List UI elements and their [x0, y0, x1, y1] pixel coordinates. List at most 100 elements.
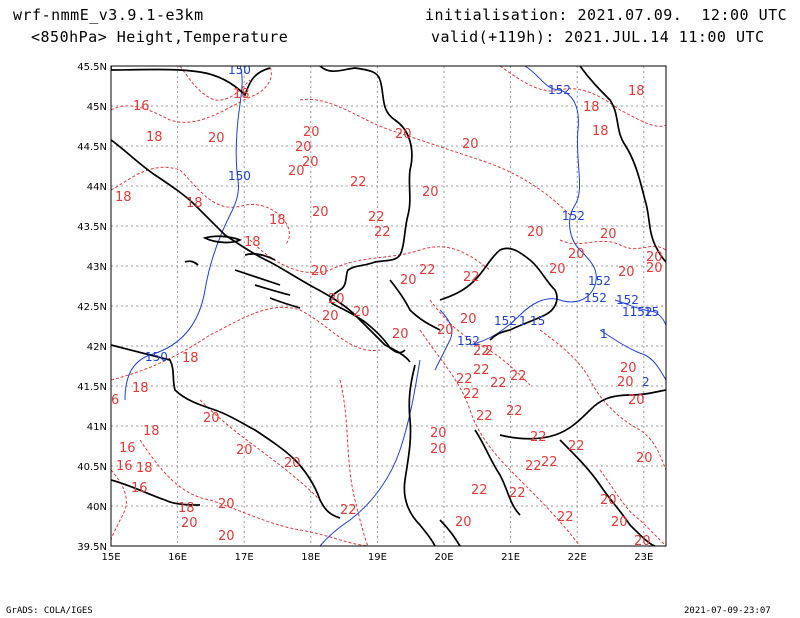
- temp-label: 22: [473, 344, 490, 359]
- height-labels: 150 150 150 152 152 152 152 152 1152 15 …: [145, 63, 659, 389]
- temp-label: 18: [186, 196, 203, 211]
- temp-label: 18: [178, 501, 195, 516]
- map-frame: [110, 65, 667, 547]
- lon-tick-label: 20E: [434, 552, 453, 563]
- height-label: 1: [600, 327, 608, 341]
- height-label: 152: [616, 293, 639, 307]
- lat-tick-label: 44N: [87, 182, 107, 193]
- temp-label: 18: [115, 190, 132, 205]
- temp-label: 20: [460, 312, 477, 327]
- temp-label: 18: [182, 351, 199, 366]
- temp-label: 22: [525, 459, 542, 474]
- height-label: 152: [548, 83, 571, 97]
- temp-label: 20: [400, 273, 417, 288]
- temp-label: 20: [430, 442, 447, 457]
- height-label: 152: [584, 291, 607, 305]
- height-label: 150: [228, 169, 251, 183]
- lat-tick-label: 44.5N: [77, 142, 107, 153]
- lat-tick-label: 40N: [87, 502, 107, 513]
- temp-label: 20: [395, 127, 412, 142]
- temp-label: 20: [634, 534, 651, 549]
- lon-tick-label: 18E: [301, 552, 320, 563]
- lat-tick-label: 39.5N: [77, 542, 107, 553]
- field-title: <850hPa> Height,Temperature: [31, 28, 289, 46]
- temp-label: 20: [600, 493, 617, 508]
- temperature-contours: [111, 66, 666, 546]
- lon-tick-label: 23E: [634, 552, 653, 563]
- temp-label: 20: [311, 264, 328, 279]
- temp-label: 18: [146, 130, 163, 145]
- temp-label: 20: [288, 164, 305, 179]
- temp-label: 16: [131, 481, 148, 496]
- temp-label: 18: [143, 424, 160, 439]
- lat-tick-label: 45.5N: [77, 62, 107, 73]
- temp-label: 18: [628, 84, 645, 99]
- temp-label: 16: [133, 99, 150, 114]
- temp-label: 22: [368, 210, 385, 225]
- temp-label: 20: [303, 125, 320, 140]
- temperature-labels: 16 18 18 20 20 20 20 20 22 20 20 20 18 1…: [111, 84, 663, 549]
- lon-tick-label: 15E: [101, 552, 120, 563]
- height-label: 1: [519, 314, 527, 328]
- temp-label: 20: [549, 262, 566, 277]
- temp-label: 20: [600, 227, 617, 242]
- temp-label: 18: [244, 235, 261, 250]
- lat-tick-label: 43N: [87, 262, 107, 273]
- temp-label: 20: [628, 393, 645, 408]
- temp-label: 20: [312, 205, 329, 220]
- height-label: 1152: [622, 305, 653, 319]
- lon-tick-label: 17E: [235, 552, 254, 563]
- temp-label: 22: [463, 270, 480, 285]
- temp-label: 20: [636, 451, 653, 466]
- temp-label: 16: [119, 441, 136, 456]
- lat-tick-label: 45N: [87, 102, 107, 113]
- longitude-axis: 15E 16E 17E 18E 19E 20E 21E 22E 23E: [101, 552, 653, 563]
- temp-label: 20: [236, 443, 253, 458]
- coastlines-borders: [111, 66, 666, 546]
- temp-label: 20: [646, 250, 663, 265]
- lat-tick-label: 40.5N: [77, 462, 107, 473]
- temp-label: 18: [583, 100, 600, 115]
- temp-label: 18: [233, 87, 250, 102]
- temp-label: 22: [568, 439, 585, 454]
- height-label: 152: [588, 274, 611, 288]
- temp-label: 20: [617, 375, 634, 390]
- lon-tick-label: 16E: [168, 552, 187, 563]
- temp-label: 20: [430, 426, 447, 441]
- temp-label: 20: [203, 411, 220, 426]
- temp-label: 20: [181, 516, 198, 531]
- init-time: initialisation: 2021.07.09. 12:00 UTC: [425, 6, 788, 24]
- temp-label: 18: [132, 381, 149, 396]
- height-label: 150: [145, 350, 168, 364]
- temp-label: 20: [328, 292, 345, 307]
- temp-label: 18: [592, 124, 609, 139]
- temp-label: 20: [422, 185, 439, 200]
- temp-label: 20: [218, 497, 235, 512]
- lon-tick-label: 19E: [368, 552, 387, 563]
- temp-label: 20: [302, 155, 319, 170]
- height-label: 152: [457, 334, 480, 348]
- temp-label: 20: [295, 140, 312, 155]
- lat-tick-label: 42N: [87, 342, 107, 353]
- temp-label: 20: [462, 137, 479, 152]
- temp-label: 20: [208, 131, 225, 146]
- temp-label: 22: [506, 404, 523, 419]
- temp-label: 22: [509, 486, 526, 501]
- temp-label: 20: [284, 456, 301, 471]
- lon-tick-label: 21E: [501, 552, 520, 563]
- lat-tick-label: 41.5N: [77, 382, 107, 393]
- height-label: 152: [562, 209, 585, 223]
- temp-label: 20: [611, 515, 628, 530]
- height-label: 150: [228, 63, 251, 77]
- lat-tick-label: 41N: [87, 422, 107, 433]
- temp-label: 20: [218, 529, 235, 544]
- temp-label: 20: [618, 265, 635, 280]
- height-label: 15: [530, 314, 545, 328]
- temp-label: 2: [485, 344, 493, 359]
- temp-label: 20: [392, 327, 409, 342]
- islands: [184, 235, 301, 309]
- model-title: wrf-nmmE_v3.9.1-e3km: [13, 6, 204, 24]
- temp-label: 22: [510, 369, 527, 384]
- height-label: 15: [644, 305, 659, 319]
